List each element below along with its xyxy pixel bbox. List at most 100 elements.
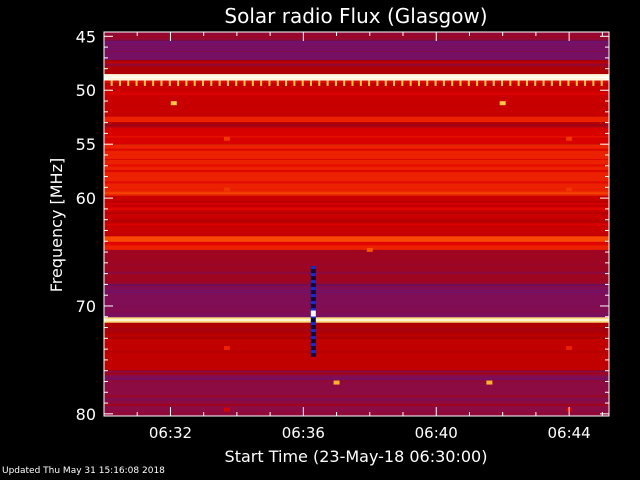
spectrum-band (104, 205, 609, 207)
spectrum-band (104, 41, 609, 44)
spectrum-band (104, 377, 609, 380)
spectrum-band (104, 35, 609, 38)
y-tick-label: 55 (76, 135, 96, 154)
interference-tick (550, 80, 553, 86)
interference-tick (501, 80, 504, 86)
y-tick-label: 80 (76, 405, 96, 424)
interference-tick (417, 80, 420, 86)
dropout-segment (310, 350, 316, 354)
spectrum-band (104, 212, 609, 215)
spectrum-band (104, 291, 609, 293)
dropout-segment (310, 315, 316, 319)
spectrum-band (104, 164, 609, 167)
spectrum-band (104, 328, 609, 331)
spectrum-band (104, 63, 609, 65)
interference-tick (592, 80, 595, 86)
spectrum-band (104, 376, 609, 378)
interference-tick (334, 80, 337, 86)
emission-line (104, 245, 609, 250)
spectrum-band (104, 192, 609, 195)
spectrum-band (104, 370, 609, 416)
interference-tick (376, 80, 379, 86)
spectrum-band (104, 91, 609, 94)
spectrum-band (104, 334, 609, 337)
interference-tick (567, 80, 570, 86)
spectrum-band (104, 114, 609, 117)
emission-line (104, 116, 609, 123)
interference-tick (143, 80, 146, 86)
spectrum-band (104, 181, 609, 184)
interference-tick (351, 80, 354, 86)
interference-tick (426, 80, 429, 86)
spectrum-band (104, 395, 609, 398)
spectrum-band (104, 122, 609, 124)
dropout-segment (310, 329, 316, 333)
x-tick-label: 06:44 (548, 424, 591, 442)
interference-tick (218, 80, 221, 86)
interference-tick (251, 80, 254, 86)
interference-tick (260, 80, 263, 86)
y-tick-label: 50 (76, 81, 96, 100)
interference-tick (584, 80, 587, 86)
y-tick-label: 70 (76, 297, 96, 316)
interference-tick (301, 80, 304, 86)
spectrum-band (104, 128, 609, 131)
spectrum-band (104, 410, 609, 412)
signal-spot (566, 136, 573, 141)
interference-tick (118, 80, 121, 86)
interference-tick (484, 80, 487, 86)
signal-spot (486, 380, 493, 385)
dropout-segment (310, 336, 316, 340)
interference-tick (318, 80, 321, 86)
spectrum-band (104, 222, 609, 225)
dropout-segment (310, 301, 316, 305)
spectrum-band (104, 220, 609, 223)
interference-tick (210, 80, 213, 86)
spectrum-band (104, 170, 609, 173)
spectrum-band (104, 201, 609, 204)
axes: 06:32 06:36 06:40 06:44 45 50 55 60 70 80 (76, 27, 610, 442)
y-tick-label: 45 (76, 27, 96, 46)
dropout-segment (310, 287, 316, 291)
interference-tick (276, 80, 279, 86)
spectrum-band (104, 84, 609, 86)
interference-tick (600, 80, 603, 86)
interference-tick (309, 80, 312, 86)
interference-tick (177, 80, 180, 86)
spectrum-band (104, 125, 609, 128)
interference-tick (160, 80, 163, 86)
plot-area (104, 32, 609, 416)
interference-tick (285, 80, 288, 86)
interference-tick (467, 80, 470, 86)
spectrum-band (104, 80, 609, 83)
interference-tick (476, 80, 479, 86)
x-tick-label: 06:32 (149, 424, 192, 442)
interference-tick (226, 80, 229, 86)
y-tick-label: 60 (76, 189, 96, 208)
spectrum-band (104, 158, 609, 160)
interference-tick (326, 80, 329, 86)
spectrum-band (104, 219, 609, 222)
interference-tick (243, 80, 246, 86)
signal-spot (566, 187, 573, 192)
interference-tick (368, 80, 371, 86)
spectrum-band (104, 350, 609, 353)
spectrum-band (104, 202, 609, 205)
spectrum-band (104, 285, 609, 287)
interference-tick (534, 80, 537, 86)
spectrum-band (104, 403, 609, 406)
spectrum-band (104, 284, 609, 287)
interference-tick (193, 80, 196, 86)
interference-tick (525, 80, 528, 86)
spectrum-band (104, 282, 609, 284)
spectrum-band (104, 289, 609, 291)
interference-tick (235, 80, 238, 86)
spectrum-band (104, 138, 609, 140)
x-tick-label: 06:36 (282, 424, 325, 442)
y-axis-label: Frequency [MHz] (47, 158, 66, 292)
interference-tick (517, 80, 520, 86)
interference-tick (185, 80, 188, 86)
interference-tick (451, 80, 454, 86)
chart-title: Solar radio Flux (Glasgow) (224, 4, 487, 28)
interference-tick (384, 80, 387, 86)
